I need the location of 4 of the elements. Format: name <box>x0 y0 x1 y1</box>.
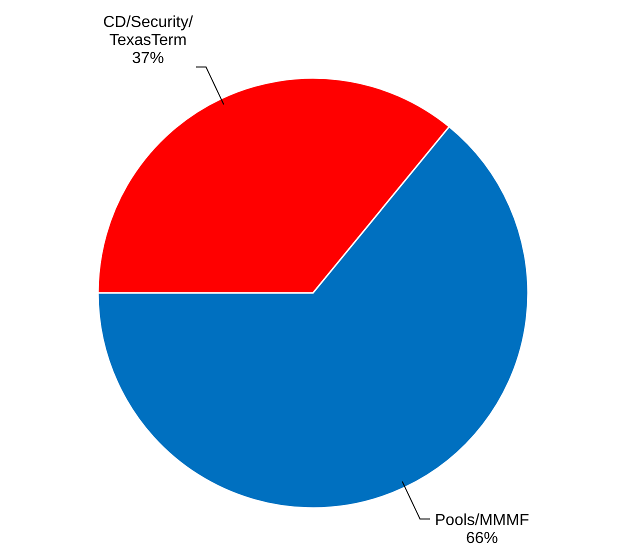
slice-label: CD/Security/ TexasTerm <box>103 14 194 50</box>
data-label: 66% <box>466 530 498 547</box>
data-label: 37% <box>132 50 164 68</box>
slice-label: Pools/MMMF <box>434 512 530 529</box>
